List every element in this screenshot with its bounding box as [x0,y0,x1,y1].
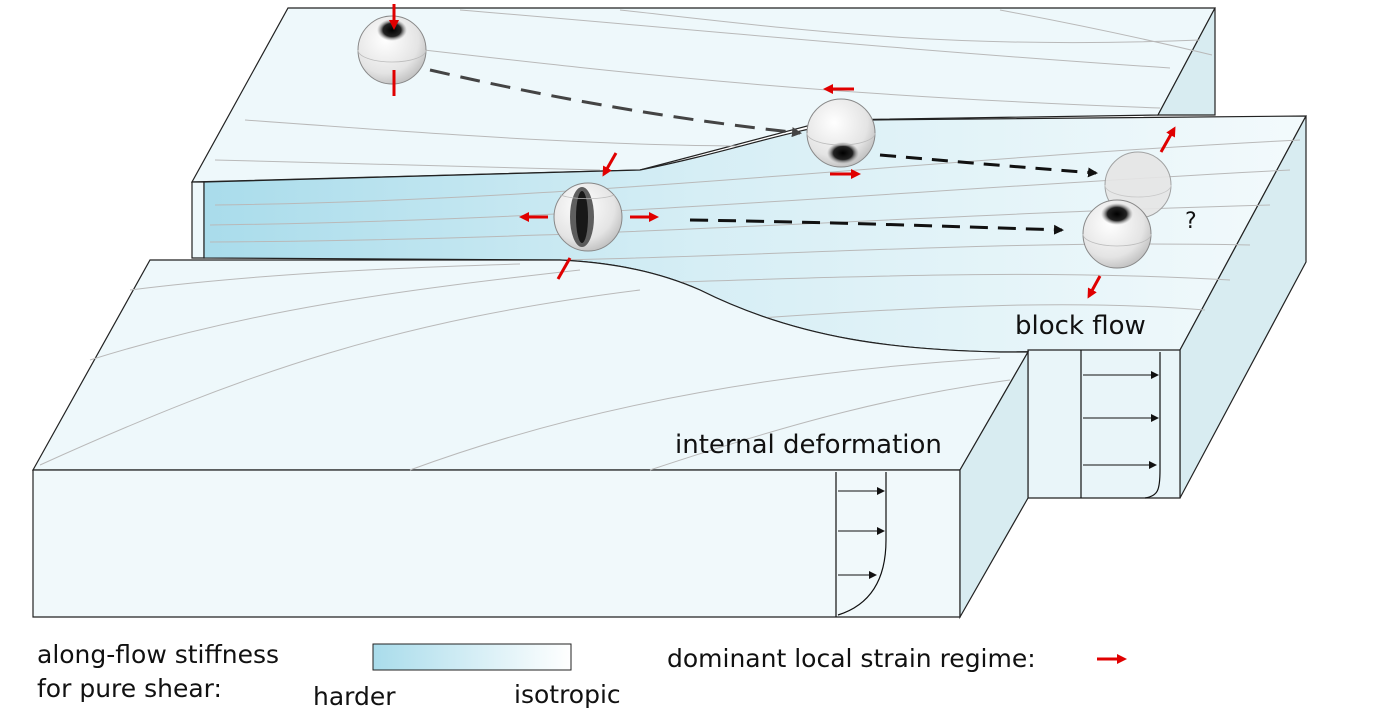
lower-flowlines [39,263,1011,471]
legend-stiffness-line2: for pure shear: [37,674,222,703]
legend-stiffness-line1: along-flow stiffness [37,640,279,669]
legend: along-flow stiffness for pure shear: har… [37,640,1127,711]
strain-arrow [556,257,572,280]
fabric-sphere-final [1082,199,1152,299]
fabric-sphere-girdle [519,152,659,280]
block-flow-label: block flow [1015,311,1146,341]
fabric-sphere-vertical-compression [357,4,427,96]
middle-block-front-face [1027,349,1181,499]
upper-block-right-face [1157,7,1216,116]
strain-arrow [1087,275,1102,299]
lower-block-right-face [959,349,1029,620]
strain-arrow [602,152,618,177]
internal-deformation-label: internal deformation [675,430,942,460]
internal-deformation-profile [835,472,887,617]
legend-gradient-bar [372,643,572,671]
trajectories [429,68,1098,235]
fabric-sphere-shear [806,84,876,179]
upper-trajectory [429,68,802,138]
lower-ice-block [31,259,1030,620]
middle-ice-block [203,115,1308,499]
question-mark-label: ? [1185,209,1197,234]
legend-isotropic-label: isotropic [514,680,621,709]
legend-strain-regime-label: dominant local strain regime: [667,644,1036,673]
lower-trajectory [689,218,1064,235]
middle-trajectory [879,153,1098,178]
lower-block-front-face [32,469,961,618]
legend-harder-label: harder [313,682,396,711]
upper-block-left-face [191,181,205,259]
block-flow-profile [1080,350,1161,499]
strain-arrow [1159,126,1176,153]
